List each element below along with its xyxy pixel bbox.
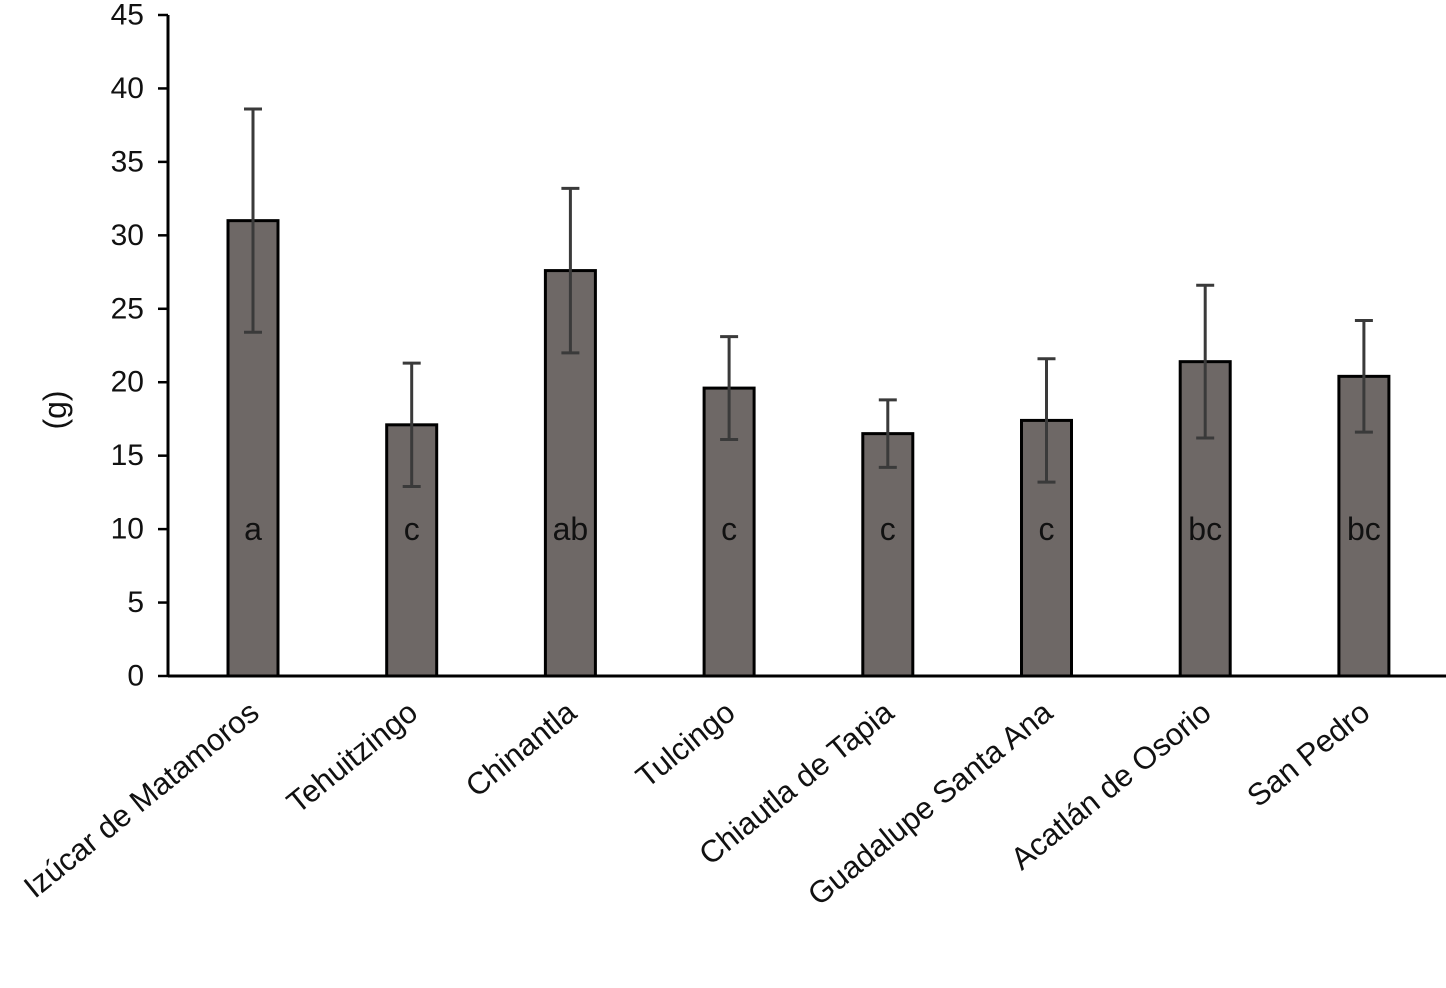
significance-letter: c [404, 511, 420, 547]
significance-letters-group: a c ab c c c bc bc [244, 511, 1381, 547]
y-axis-title: (g) [37, 390, 73, 429]
x-category-label: Tulcingo [629, 694, 741, 794]
x-category-label: Chinantla [459, 694, 583, 804]
y-axis-ticks: 0 5 10 15 20 25 30 35 40 45 [111, 0, 168, 693]
y-tick-label: 30 [111, 219, 144, 252]
x-category-label: Tehuitzingo [280, 694, 424, 820]
significance-letter: bc [1188, 511, 1222, 547]
x-category-label: Izúcar de Matamoros [17, 694, 265, 904]
y-tick-label: 35 [111, 145, 144, 178]
significance-letter: c [721, 511, 737, 547]
significance-letter: ab [553, 511, 589, 547]
y-tick-label: 25 [111, 292, 144, 325]
y-tick-label: 45 [111, 0, 144, 32]
significance-letter: bc [1347, 511, 1381, 547]
y-tick-label: 0 [127, 660, 144, 693]
significance-letter: c [1039, 511, 1055, 547]
x-axis-labels: Izúcar de Matamoros Tehuitzingo Chinantla T… [17, 694, 1376, 913]
y-tick-label: 10 [111, 513, 144, 546]
x-category-label: San Pedro [1240, 694, 1376, 813]
y-tick-label: 15 [111, 439, 144, 472]
bars-group [226, 219, 1391, 678]
axes-group [166, 15, 1446, 678]
error-bars-group [244, 107, 1373, 489]
significance-letter: c [880, 511, 896, 547]
significance-letter: a [244, 511, 262, 547]
y-tick-label: 5 [127, 586, 144, 619]
y-tick-label: 40 [111, 72, 144, 105]
y-tick-label: 20 [111, 366, 144, 399]
bar [861, 432, 915, 678]
